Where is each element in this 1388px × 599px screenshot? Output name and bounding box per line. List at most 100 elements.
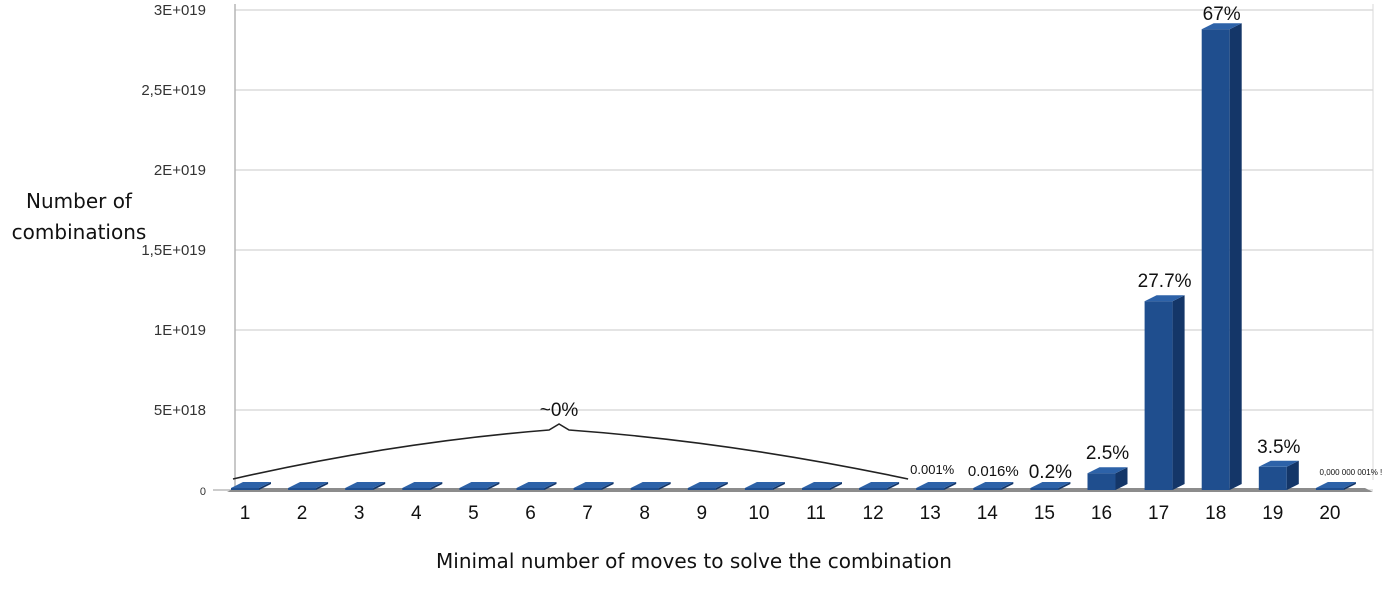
- bar-side: [1115, 467, 1128, 490]
- y-tick-label: 1E+019: [154, 322, 206, 339]
- bar-front: [744, 488, 773, 490]
- bar: [573, 482, 614, 490]
- bar-front: [1258, 466, 1287, 490]
- x-tick-label: 5: [468, 503, 479, 524]
- bar: [1258, 460, 1299, 490]
- bar-front: [231, 488, 259, 490]
- y-tick-label: 2,5E+019: [141, 82, 206, 99]
- bar-side: [830, 482, 842, 490]
- bar-top: [459, 482, 500, 488]
- bar-side: [601, 482, 614, 490]
- bar-side: [544, 482, 557, 490]
- data-label: 3.5%: [1257, 437, 1300, 458]
- y-tick-label: 1,5E+019: [141, 242, 206, 259]
- bar-front: [687, 488, 716, 490]
- bar-side: [373, 482, 386, 490]
- bars: [231, 23, 1356, 490]
- chart-floor: [227, 488, 1373, 492]
- data-labels: 0.001% 0.016% 0.2% 2.5% 27.7% 67% 3.5% 0,000 00…: [910, 4, 1382, 483]
- x-tick-label: 1: [240, 503, 251, 524]
- bar: [1144, 295, 1185, 490]
- bar: [1201, 23, 1242, 490]
- bar-front: [630, 488, 659, 490]
- bar-front: [402, 488, 431, 490]
- bar: [1087, 467, 1128, 490]
- bar-side: [1172, 295, 1185, 490]
- bar: [802, 482, 842, 490]
- bar-front: [516, 488, 545, 490]
- bar: [630, 482, 671, 490]
- bar-top: [1030, 482, 1071, 488]
- y-tick-label: 3E+019: [154, 2, 206, 19]
- x-axis-label: Minimal number of moves to solve the com…: [436, 549, 952, 573]
- bar-side: [715, 482, 728, 490]
- x-tick-label: 16: [1091, 503, 1112, 524]
- bar-side: [772, 482, 785, 490]
- x-tick-label: 4: [411, 503, 422, 524]
- bar-side: [1286, 460, 1299, 490]
- bar-top: [1201, 23, 1242, 30]
- data-label: 0.016%: [968, 463, 1019, 480]
- data-label: 2.5%: [1086, 443, 1129, 464]
- bar-top: [1144, 295, 1185, 302]
- bar-top: [402, 482, 443, 488]
- bar: [687, 482, 728, 490]
- bar-top: [630, 482, 671, 488]
- bar: [973, 482, 1014, 490]
- bar: [288, 482, 329, 490]
- floor-top: [227, 488, 1373, 492]
- x-tick-label: 20: [1319, 503, 1340, 524]
- bar-side: [487, 482, 500, 490]
- bar-front: [1201, 29, 1230, 490]
- bar-top: [288, 482, 329, 488]
- bar-side: [658, 482, 671, 490]
- x-tick-label: 2: [297, 503, 308, 524]
- bar-side: [1343, 482, 1356, 490]
- bar-side: [259, 482, 271, 490]
- x-tick-label: 6: [525, 503, 536, 524]
- x-tick-label: 19: [1262, 503, 1283, 524]
- y-tick-label: 5E+018: [154, 402, 206, 419]
- bar-front: [288, 488, 317, 490]
- x-tick-label: 3: [354, 503, 365, 524]
- bar-side: [887, 482, 900, 490]
- grid: [213, 4, 1374, 491]
- bracket-line: [232, 423, 909, 480]
- bar-front: [859, 488, 888, 490]
- data-label: 0.001%: [910, 462, 955, 477]
- y-tick-labels: 0 5E+018 1E+019 1,5E+019 2E+019 2,5E+019 3E+01…: [141, 2, 206, 498]
- y-tick-label: 0: [200, 486, 206, 498]
- data-label: 27.7%: [1138, 271, 1192, 292]
- x-tick-label: 12: [863, 503, 884, 524]
- bar: [744, 482, 785, 490]
- bar-top: [973, 482, 1014, 488]
- bar: [345, 482, 386, 490]
- x-tick-label: 14: [977, 503, 999, 524]
- bar-side: [1001, 482, 1014, 490]
- x-tick-label: 17: [1148, 503, 1169, 524]
- bar-front: [916, 488, 945, 490]
- x-tick-label: 9: [697, 503, 708, 524]
- bar-side: [1058, 482, 1071, 490]
- bar: [1030, 482, 1071, 490]
- bar: [516, 482, 557, 490]
- bar: [402, 482, 443, 490]
- bar-front: [345, 488, 374, 490]
- bar: [1315, 482, 1356, 490]
- bar-top: [1258, 460, 1299, 467]
- bar-top: [802, 482, 842, 488]
- bar-top: [1087, 467, 1128, 474]
- bar-top: [1315, 482, 1356, 488]
- bar-top: [859, 482, 900, 488]
- y-axis-label: Number of combinations: [11, 189, 147, 244]
- bar: [916, 482, 957, 490]
- bar-side: [1229, 23, 1242, 490]
- x-tick-label: 8: [639, 503, 650, 524]
- bar: [459, 482, 500, 490]
- bar-top: [573, 482, 614, 488]
- bar-front: [1087, 473, 1116, 490]
- x-tick-label: 11: [806, 503, 826, 524]
- bar-top: [687, 482, 728, 488]
- data-label: 0.2%: [1029, 462, 1072, 483]
